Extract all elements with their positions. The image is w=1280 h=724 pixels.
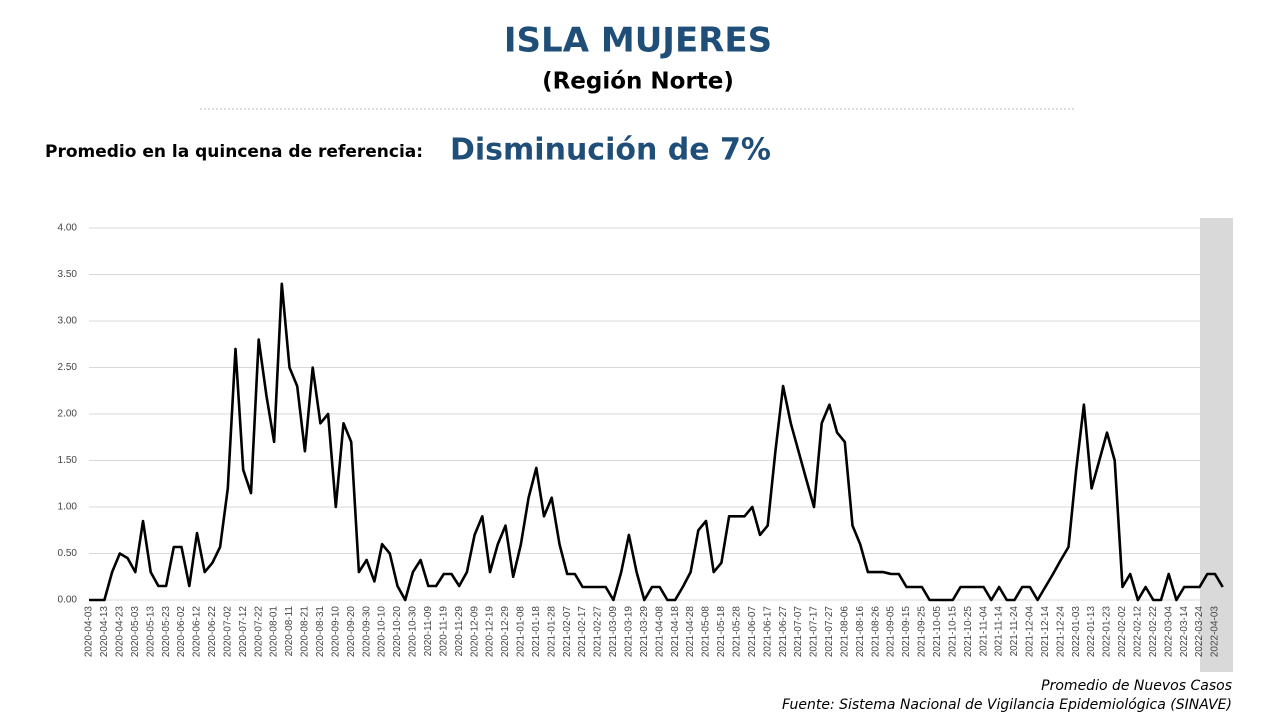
chart-title: ISLA MUJERES bbox=[504, 21, 772, 61]
x-tick-label: 2020-04-03 bbox=[84, 606, 95, 658]
x-tick-label: 2021-12-24 bbox=[1055, 606, 1066, 658]
x-tick-label: 2020-09-10 bbox=[330, 606, 341, 658]
x-tick-label: 2020-07-02 bbox=[222, 606, 233, 658]
x-tick-label: 2020-12-09 bbox=[469, 606, 480, 658]
x-tick-label: 2021-05-28 bbox=[731, 606, 742, 658]
x-tick-label: 2021-04-28 bbox=[685, 606, 696, 658]
x-tick-label: 2022-03-04 bbox=[1163, 606, 1174, 658]
chart-subtitle: (Región Norte) bbox=[542, 69, 734, 95]
x-tick-label: 2021-03-19 bbox=[624, 606, 635, 658]
x-tick-label: 2020-12-19 bbox=[485, 606, 496, 658]
x-tick-label: 2021-09-15 bbox=[901, 606, 912, 658]
x-tick-label: 2020-10-20 bbox=[392, 606, 403, 658]
x-tick-label: 2021-11-04 bbox=[978, 606, 989, 657]
reference-label: Promedio en la quincena de referencia: bbox=[45, 142, 423, 162]
x-tick-label: 2020-05-03 bbox=[130, 606, 141, 658]
y-tick-label: 0.50 bbox=[58, 548, 78, 559]
y-tick-label: 2.50 bbox=[58, 362, 78, 373]
x-tick-label: 2021-02-17 bbox=[577, 606, 588, 658]
x-tick-label: 2021-07-17 bbox=[809, 606, 820, 658]
x-tick-label: 2021-11-24 bbox=[1009, 606, 1020, 657]
x-tick-label: 2021-12-04 bbox=[1025, 606, 1036, 658]
x-tick-label: 2021-10-25 bbox=[963, 606, 974, 658]
x-tick-label: 2020-10-10 bbox=[377, 606, 388, 658]
x-tick-label: 2021-09-25 bbox=[917, 606, 928, 658]
x-tick-label: 2021-06-27 bbox=[778, 606, 789, 658]
x-tick-label: 2021-01-08 bbox=[516, 606, 527, 658]
highlight-period bbox=[1200, 218, 1233, 672]
reference-value: Disminución de 7% bbox=[450, 133, 771, 168]
x-tick-label: 2021-06-17 bbox=[762, 606, 773, 658]
x-tick-label: 2021-08-16 bbox=[855, 606, 866, 658]
x-tick-label: 2022-01-13 bbox=[1086, 606, 1097, 658]
x-tick-label: 2020-08-21 bbox=[300, 606, 311, 658]
x-tick-label: 2021-07-27 bbox=[824, 606, 835, 658]
x-tick-label: 2020-12-29 bbox=[500, 606, 511, 658]
x-tick-label: 2021-01-28 bbox=[546, 606, 557, 658]
x-tick-label: 2021-02-07 bbox=[562, 606, 573, 658]
x-tick-label: 2020-05-23 bbox=[161, 606, 172, 658]
x-tick-label: 2021-04-18 bbox=[670, 606, 681, 658]
series-label: Promedio de Nuevos Casos bbox=[1041, 678, 1232, 694]
x-tick-label: 2020-06-02 bbox=[176, 606, 187, 658]
x-tick-label: 2021-07-07 bbox=[793, 606, 804, 658]
x-tick-label: 2020-04-23 bbox=[114, 606, 125, 658]
x-tick-label: 2021-04-08 bbox=[654, 606, 665, 658]
x-tick-label: 2021-08-26 bbox=[870, 606, 881, 658]
x-tick-label: 2020-08-31 bbox=[315, 606, 326, 658]
y-tick-label: 3.00 bbox=[58, 316, 78, 327]
x-tick-label: 2020-11-09 bbox=[423, 606, 434, 657]
x-tick-label: 2021-01-18 bbox=[531, 606, 542, 658]
x-tick-label: 2021-02-27 bbox=[593, 606, 604, 658]
x-tick-label: 2021-08-06 bbox=[839, 606, 850, 658]
x-tick-label: 2021-12-14 bbox=[1040, 606, 1051, 658]
x-tick-label: 2021-05-08 bbox=[701, 606, 712, 658]
x-tick-label: 2022-02-02 bbox=[1117, 606, 1128, 658]
source: Fuente: Sistema Nacional de Vigilancia E… bbox=[782, 697, 1232, 713]
x-tick-label: 2021-09-05 bbox=[886, 606, 897, 658]
x-tick-label: 2022-01-23 bbox=[1102, 606, 1113, 658]
x-tick-label: 2021-11-14 bbox=[994, 606, 1005, 657]
x-tick-label: 2021-10-05 bbox=[932, 606, 943, 658]
x-tick-label: 2022-02-12 bbox=[1133, 606, 1144, 658]
x-tick-label: 2022-03-24 bbox=[1194, 606, 1205, 658]
x-tick-label: 2020-09-30 bbox=[361, 606, 372, 658]
x-tick-label: 2022-04-03 bbox=[1210, 606, 1221, 658]
x-tick-label: 2021-03-09 bbox=[608, 606, 619, 658]
x-tick-label: 2020-07-22 bbox=[253, 606, 264, 658]
x-tick-label: 2022-01-03 bbox=[1071, 606, 1082, 658]
x-tick-label: 2020-11-19 bbox=[438, 606, 449, 657]
x-tick-label: 2020-07-12 bbox=[238, 606, 249, 658]
x-tick-label: 2020-09-20 bbox=[346, 606, 357, 658]
y-tick-label: 1.50 bbox=[58, 455, 78, 466]
x-tick-label: 2021-05-18 bbox=[716, 606, 727, 658]
y-tick-label: 4.00 bbox=[58, 223, 78, 234]
series-line bbox=[89, 282, 1224, 602]
x-tick-label: 2020-08-11 bbox=[284, 606, 295, 657]
x-tick-label: 2020-10-30 bbox=[408, 606, 419, 658]
x-tick-label: 2020-06-22 bbox=[207, 606, 218, 658]
y-tick-label: 2.00 bbox=[58, 409, 78, 420]
x-tick-label: 2020-05-13 bbox=[145, 606, 156, 658]
x-tick-label: 2022-03-14 bbox=[1179, 606, 1190, 658]
x-tick-label: 2021-10-15 bbox=[947, 606, 958, 658]
y-tick-label: 3.50 bbox=[58, 269, 78, 280]
x-tick-label: 2020-11-29 bbox=[454, 606, 465, 657]
x-tick-label: 2022-02-22 bbox=[1148, 606, 1159, 658]
x-tick-label: 2021-03-29 bbox=[639, 606, 650, 658]
y-tick-label: 0.00 bbox=[58, 595, 78, 606]
x-tick-label: 2020-08-01 bbox=[269, 606, 280, 658]
y-tick-label: 1.00 bbox=[58, 502, 78, 513]
x-tick-label: 2020-04-13 bbox=[99, 606, 110, 658]
x-tick-label: 2020-06-12 bbox=[192, 606, 203, 658]
x-tick-label: 2021-06-07 bbox=[747, 606, 758, 658]
